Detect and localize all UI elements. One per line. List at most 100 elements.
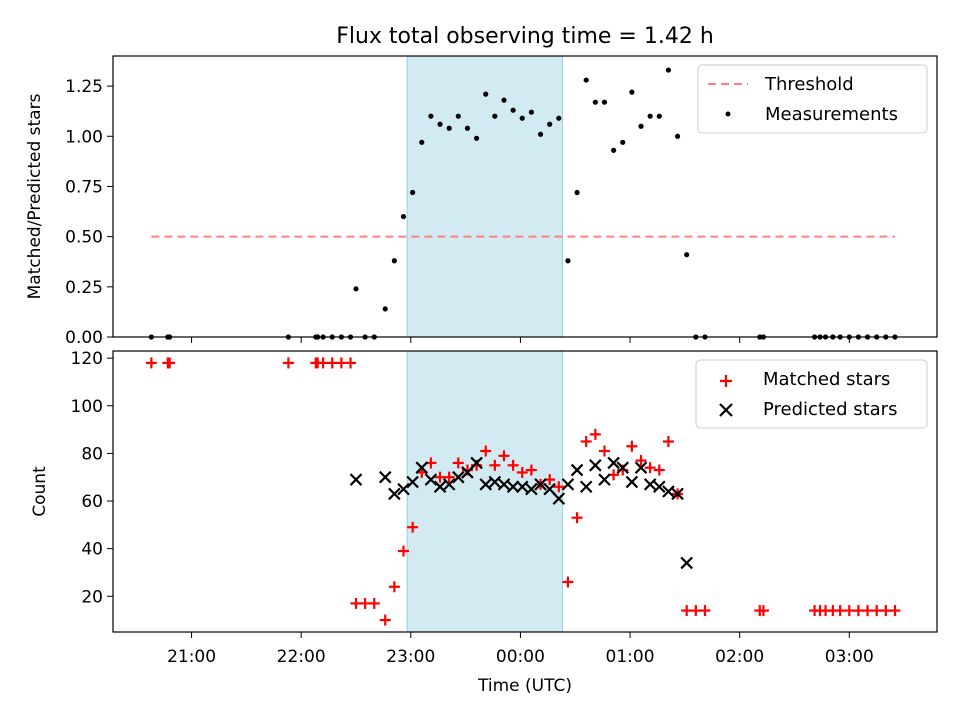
predicted-star-point [461,466,474,479]
matched-star-point [489,459,501,471]
measurements-legend-label: Measurements [765,104,898,125]
matched-star-point [345,357,357,369]
bottom-y-tick-label: 100 [71,397,103,417]
measurement-point [656,113,662,119]
measurement-point [601,99,608,105]
measurement-point [665,67,672,73]
top-y-tick-label: 1.00 [65,127,103,147]
bottom-y-tick-label: 40 [81,540,103,560]
matched-star-point [282,357,294,369]
measurement-point [674,133,681,139]
measurement-point [547,121,553,127]
measurement-point [592,99,598,105]
predicted-star-point [388,487,401,501]
x-tick-label: 02:00 [715,647,764,667]
bottom-legend: Matched stars Predicted stars [695,359,928,429]
top-y-tick-label: 0.50 [65,228,103,248]
predicted-stars-legend-marker [719,403,733,417]
predicted-star-point [525,482,538,496]
x-tick-label: 03:00 [825,647,874,667]
predicted-star-point [349,473,363,486]
predicted-star-point [579,480,593,494]
top-y-tick-label: 0.75 [65,177,103,197]
top-y-tick-label: 0.00 [65,328,103,348]
matched-star-point [407,521,419,533]
matched-star-point [379,614,391,626]
matched-star-point [589,428,601,440]
measurement-point [483,91,489,97]
predicted-star-point [662,485,675,498]
predicted-star-point [470,456,483,470]
predicted-star-point [589,459,602,472]
predicted-star-point [625,475,639,489]
matched-star-point [145,357,157,369]
predicted-star-point [497,478,511,491]
matched-star-point [443,471,455,483]
top-y-axis-label: Matched/Predicted stars [25,93,45,299]
measurement-point [382,306,388,312]
bottom-x-axis: 21:00 22:00 23:00 00:00 01:00 02:00 03:00 [167,632,874,667]
matched-star-point [553,481,565,493]
matched-star-point [164,357,176,369]
matched-star-point [452,457,464,469]
top-panel: 0.00 0.25 0.50 0.75 1.00 1.25 Flux total obse… [25,24,938,348]
matched-star-point [507,459,519,471]
measurement-point [528,109,534,115]
measurement-point [574,189,580,196]
top-x-ticks [191,337,850,343]
measurement-point [510,107,516,113]
matched-star-point [653,464,665,476]
measurement-point [537,131,544,137]
matched-star-point [699,605,711,617]
matched-star-point [398,545,410,557]
measurement-point [620,139,626,145]
measurement-point [464,125,471,131]
top-shaded-interval [406,55,563,338]
x-tick-label: 00:00 [496,647,545,667]
bottom-plot-frame [112,350,938,633]
matched-star-point [562,576,574,588]
matched-star-point [635,455,647,467]
top-y-tick-label: 0.25 [65,278,103,298]
chart-title: Flux total observing time = 1.42 h [336,24,714,49]
measurement-point [419,139,425,145]
matched-star-point [889,605,901,617]
measurement-point [391,258,397,264]
threshold-legend-label: Threshold [764,74,854,95]
matched-star-point [525,464,537,476]
measurement-point [428,113,434,119]
bottom-y-tick-label: 80 [81,444,103,464]
predicted-star-point [552,492,566,505]
matched-star-point [480,445,492,457]
measurement-point [400,213,407,220]
predicted-star-point [561,478,575,491]
bottom-y-tick-label: 120 [71,349,103,369]
bottom-y-tick-label: 20 [81,587,103,607]
x-tick-label: 01:00 [606,647,655,667]
bottom-shaded-interval [406,350,563,633]
bottom-legend-box [695,359,928,429]
matched-stars-legend-label: Matched stars [763,369,890,390]
predicted-star-point [378,470,392,484]
measurement-point [446,125,452,131]
predicted-star-point [634,461,648,474]
predicted-star-point [515,480,529,494]
measurement-point [492,113,498,119]
predicted-star-point [406,475,419,489]
matched-stars-legend-marker [720,375,732,387]
predicted-star-point [607,456,620,470]
measurement-point [629,89,635,95]
matched-star-point [388,581,400,593]
predicted-star-point [424,473,438,486]
predicted-star-point [643,478,657,491]
bottom-y-axis-label: Count [30,466,50,517]
measurement-point [638,123,644,129]
bottom-y-axis: 20 40 60 80 100 120 [71,349,113,607]
predicted-star-point [433,480,447,494]
predicted-star-point [479,478,492,491]
predicted-star-point [671,487,684,501]
predicted-star-point [653,480,666,494]
predicted-stars-legend-label: Predicted stars [763,399,897,420]
predicted-star-point [452,470,465,484]
